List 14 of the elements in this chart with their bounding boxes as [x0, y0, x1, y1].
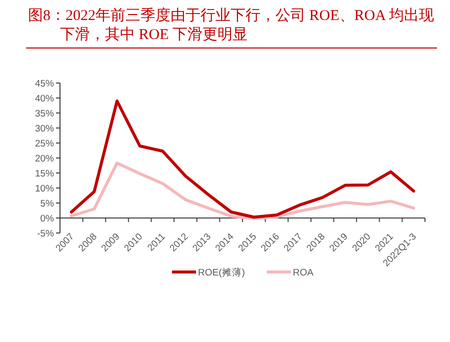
y-tick-label: 40%	[34, 94, 55, 104]
y-tick-label: 10%	[34, 184, 55, 194]
y-tick-label: -5%	[37, 228, 55, 240]
y-tick-label: 25%	[34, 138, 55, 150]
legend-label: ROA	[292, 268, 314, 278]
y-tick-label: 45%	[34, 78, 55, 90]
y-tick-label: 35%	[34, 108, 55, 120]
y-tick-label: 30%	[34, 124, 55, 134]
y-tick-label: 5%	[40, 198, 55, 210]
legend-label: ROE(摊薄)	[198, 266, 245, 278]
y-tick-label: 15%	[34, 168, 55, 180]
y-tick-label: 0%	[40, 214, 55, 224]
title: 图8：2022年前三季度由于行业下行，公司 ROE、ROA 均出现下滑，其中 ROE 下滑更明显	[28, 8, 434, 43]
y-tick-label: 20%	[34, 154, 55, 164]
